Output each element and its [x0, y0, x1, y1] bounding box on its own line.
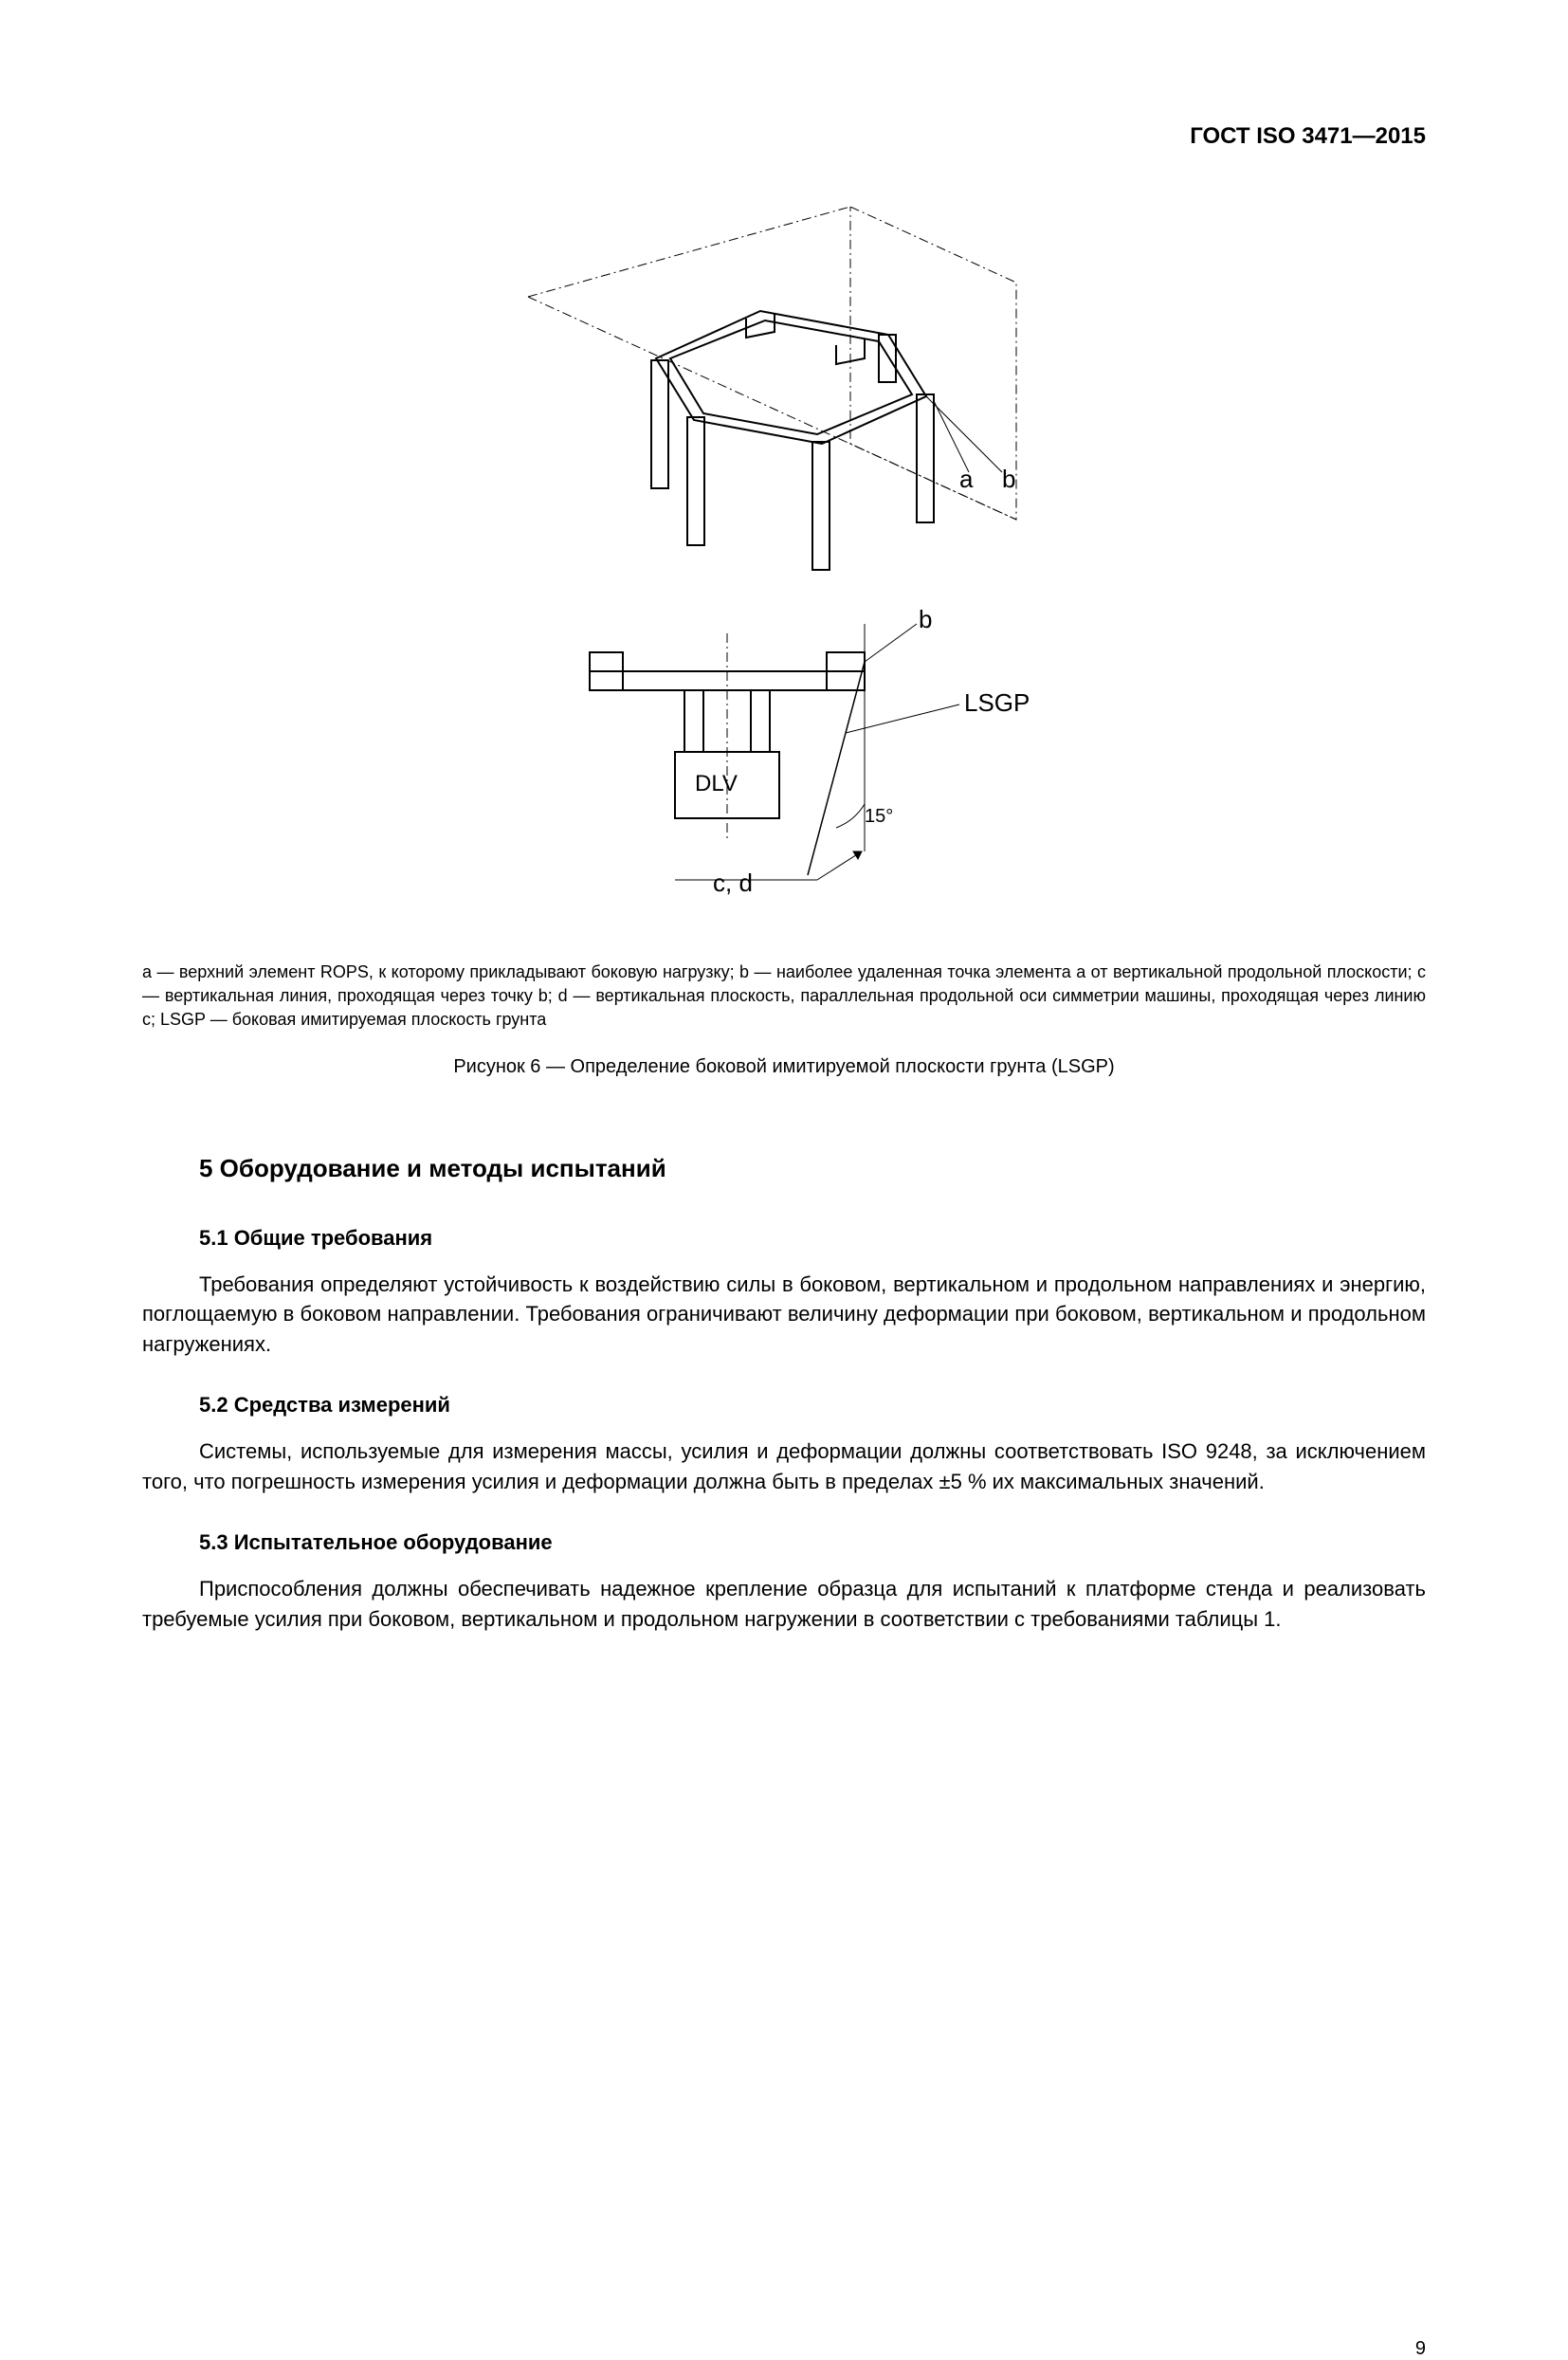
figure-legend: a — верхний элемент ROPS, к которому при… [142, 960, 1426, 1033]
section-5-2-heading: 5.2 Средства измерений [199, 1393, 1426, 1418]
section-5-3-text: Приспособления должны обеспечивать надеж… [142, 1574, 1426, 1635]
section-5-3-heading: 5.3 Испытательное оборудование [199, 1530, 1426, 1555]
label-b-top: b [1002, 465, 1015, 494]
section-5-heading: 5 Оборудование и методы испытаний [199, 1154, 1426, 1183]
figure-diagram: a b b LSGP DLV 15° c, d [490, 207, 1078, 937]
label-angle: 15° [865, 806, 893, 828]
diagram-svg [490, 207, 1078, 937]
label-dlv: DLV [695, 771, 738, 797]
label-cd: c, d [713, 869, 753, 898]
section-5-1-heading: 5.1 Общие требования [199, 1226, 1426, 1251]
page-number: 9 [1415, 2338, 1426, 2360]
label-a: a [959, 465, 973, 494]
section-5-2-text: Системы, используемые для измерения масс… [142, 1436, 1426, 1497]
figure-6: a b b LSGP DLV 15° c, d [142, 207, 1426, 942]
figure-caption: Рисунок 6 — Определение боковой имитируе… [142, 1056, 1426, 1078]
label-b-side: b [919, 605, 932, 634]
label-lsgp: LSGP [964, 688, 1030, 718]
section-5-1-text: Требования определяют устойчивость к воз… [142, 1270, 1426, 1361]
standard-header: ГОСТ ISO 3471—2015 [142, 123, 1426, 150]
